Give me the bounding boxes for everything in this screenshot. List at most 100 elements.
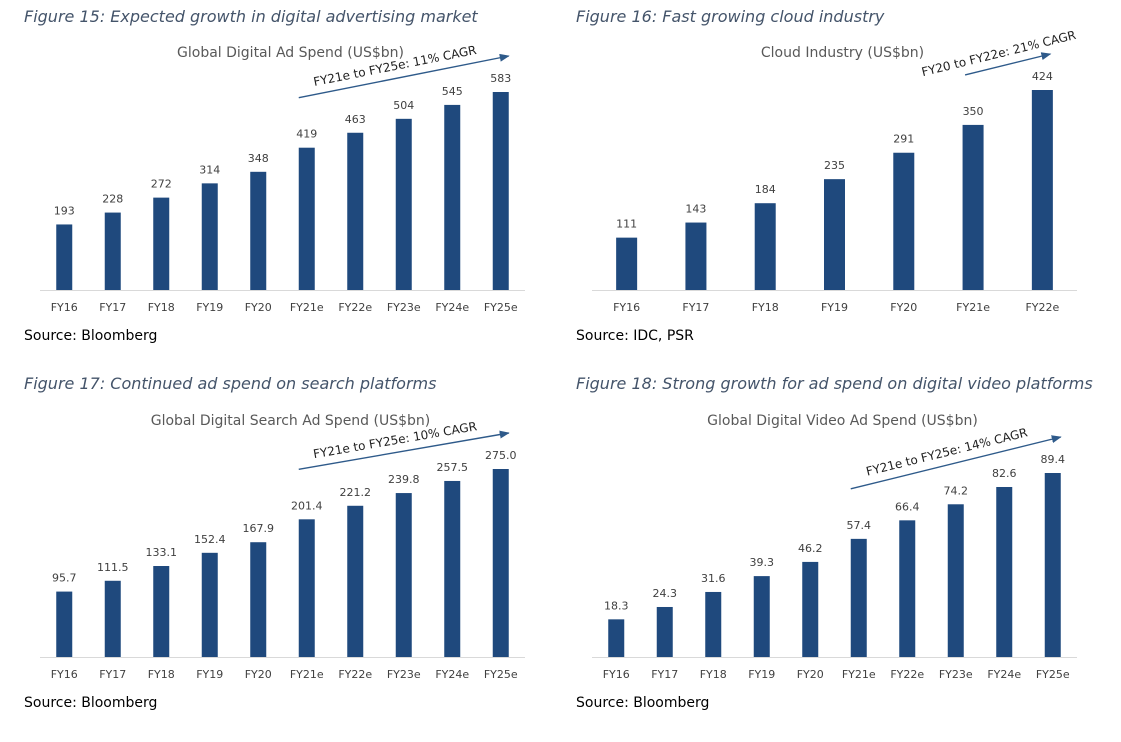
category-label: FY18 [148, 668, 175, 681]
category-label: FY21e [956, 301, 990, 314]
bar-fy17 [656, 606, 673, 657]
category-label: FY24e [435, 301, 469, 314]
category-label: FY19 [196, 301, 223, 314]
data-label: 272 [151, 178, 172, 191]
data-label: 348 [248, 152, 269, 165]
figure-caption: Figure 18: Strong growth for ad spend on… [576, 374, 1093, 393]
category-label: FY20 [245, 668, 272, 681]
bar-fy18 [754, 203, 776, 290]
bar-fy16 [616, 237, 638, 290]
bar-fy22e [899, 520, 916, 657]
category-label: FY24e [435, 668, 469, 681]
category-label: FY25e [484, 668, 518, 681]
chart-title: Global Digital Video Ad Spend (US$bn) [707, 413, 978, 429]
figure-15-panel: Figure 15: Expected growth in digital ad… [20, 0, 560, 345]
data-label: 89.4 [1041, 453, 1066, 466]
data-label: 184 [755, 183, 776, 196]
category-label: FY18 [148, 301, 175, 314]
bar-fy16 [56, 591, 73, 657]
figure-caption: Figure 16: Fast growing cloud industry [576, 7, 885, 26]
bar-fy19 [753, 576, 770, 657]
data-label: 235 [824, 159, 845, 172]
bar-fy19 [824, 179, 845, 290]
bar-fy20 [802, 561, 819, 657]
figure-source: Source: Bloomberg [24, 328, 158, 344]
bar-fy25e [1044, 473, 1061, 657]
data-label: 66.4 [895, 500, 920, 513]
data-label: 545 [442, 85, 463, 98]
bar-fy17 [104, 212, 121, 290]
bar-fy21e [298, 519, 315, 657]
bar-fy18 [153, 566, 170, 657]
bar-fy20 [250, 171, 267, 290]
category-label: FY18 [752, 301, 779, 314]
figure-caption: Figure 17: Continued ad spend on search … [24, 374, 437, 393]
bar-fy20 [893, 152, 915, 290]
bar-fy25e [492, 92, 509, 290]
category-label: FY20 [245, 301, 272, 314]
category-label: FY21e [290, 301, 324, 314]
category-label: FY22e [890, 668, 924, 681]
category-label: FY18 [700, 668, 727, 681]
data-label: 46.2 [798, 542, 823, 555]
data-label: 583 [490, 72, 511, 85]
data-label: 167.9 [243, 522, 275, 535]
bar-fy21e [962, 124, 984, 290]
chart-title: Global Digital Search Ad Spend (US$bn) [151, 413, 431, 429]
data-label: 143 [685, 203, 706, 216]
bar-fy24e [444, 480, 461, 657]
figure-source: Source: IDC, PSR [576, 328, 694, 344]
category-label: FY21e [842, 668, 876, 681]
chart-title: Global Digital Ad Spend (US$bn) [177, 45, 404, 61]
bar-fy22e [347, 132, 364, 290]
figure-source: Source: Bloomberg [576, 695, 710, 711]
bar-fy19 [201, 183, 218, 290]
data-label: 31.6 [701, 572, 726, 585]
cagr-annotation: FY20 to FY22e: 21% CAGR [920, 28, 1077, 79]
data-label: 152.4 [194, 533, 226, 546]
data-label: 239.8 [388, 473, 420, 486]
figure-18-panel: Figure 18: Strong growth for ad spend on… [572, 367, 1112, 712]
data-label: 291 [893, 133, 914, 146]
category-label: FY16 [51, 301, 78, 314]
figure-16-panel: Figure 16: Fast growing cloud industry C… [572, 0, 1112, 345]
bar-fy19 [201, 552, 218, 657]
figure-source: Source: Bloomberg [24, 695, 158, 711]
data-label: 18.3 [604, 599, 629, 612]
bar-fy18 [153, 197, 170, 290]
data-label: 111 [616, 218, 637, 231]
data-label: 419 [296, 128, 317, 141]
category-label: FY19 [748, 668, 775, 681]
cloud-industry-chart: Cloud Industry (US$bn) 111 FY16 143 FY17 184 F… [592, 28, 1077, 314]
category-label: FY17 [682, 301, 709, 314]
data-label: 463 [345, 113, 366, 126]
category-label: FY25e [1036, 668, 1070, 681]
bar-fy24e [444, 104, 461, 290]
data-label: 111.5 [97, 561, 129, 574]
data-label: 39.3 [750, 556, 775, 569]
category-label: FY20 [797, 668, 824, 681]
bar-fy17 [685, 222, 707, 290]
data-label: 201.4 [291, 499, 323, 512]
category-label: FY22e [338, 668, 372, 681]
figure-caption: Figure 15: Expected growth in digital ad… [24, 7, 478, 26]
data-label: 193 [54, 204, 75, 217]
category-label: FY16 [51, 668, 78, 681]
data-label: 221.2 [340, 486, 372, 499]
bar-fy17 [104, 580, 121, 657]
bar-fy21e [298, 147, 315, 290]
category-label: FY23e [387, 301, 421, 314]
data-label: 257.5 [437, 461, 469, 474]
category-label: FY22e [338, 301, 372, 314]
bar-fy22e [1031, 90, 1053, 290]
bar-fy23e [395, 118, 412, 290]
video-ad-spend-chart: Global Digital Video Ad Spend (US$bn) 18.… [592, 413, 1077, 681]
category-label: FY25e [484, 301, 518, 314]
category-label: FY17 [651, 668, 678, 681]
data-label: 314 [199, 163, 220, 176]
data-label: 57.4 [847, 519, 872, 532]
bar-fy23e [947, 504, 964, 657]
category-label: FY24e [987, 668, 1021, 681]
digital-ad-spend-chart: Global Digital Ad Spend (US$bn) 193 FY16 22… [40, 43, 525, 314]
cagr-arrow [964, 52, 1052, 76]
